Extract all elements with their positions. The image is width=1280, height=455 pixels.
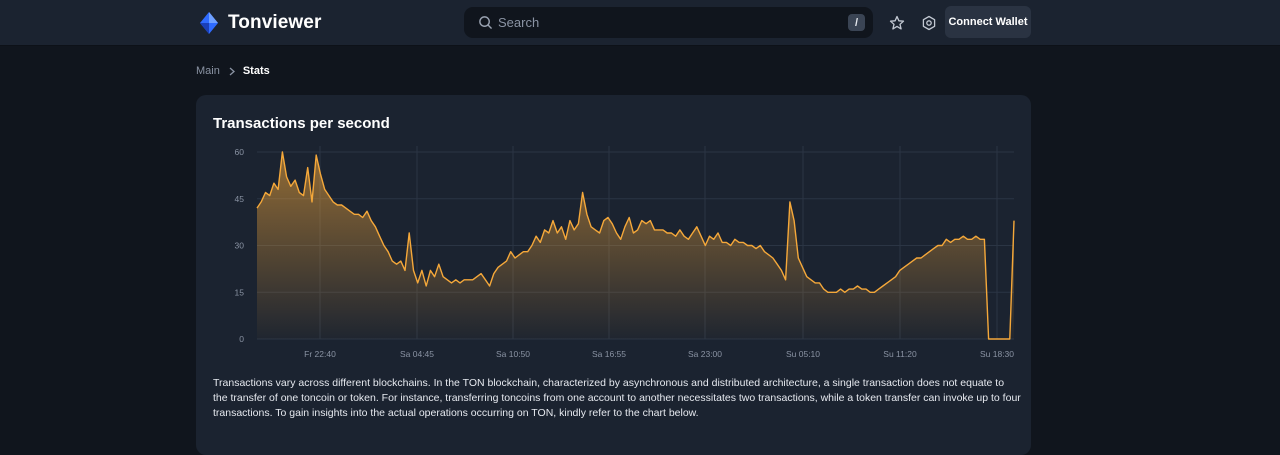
- gear-icon: [922, 15, 936, 31]
- tps-area-fill: [257, 152, 1014, 339]
- y-tick-label: 0: [239, 334, 244, 344]
- favorites-button[interactable]: [886, 12, 908, 34]
- star-icon: [889, 15, 905, 30]
- brand-logo[interactable]: Tonviewer: [200, 11, 321, 35]
- x-tick-label: Fr 22:40: [304, 349, 336, 359]
- top-bar: Tonviewer / Connect Wallet: [0, 0, 1280, 46]
- y-tick-label: 30: [235, 241, 245, 251]
- x-tick-label: Su 11:20: [883, 349, 917, 359]
- card-description: Transactions vary across different block…: [213, 377, 1021, 419]
- tps-card: Transactions per second 0 15 30 45 60 Fr 22:4…: [196, 95, 1031, 455]
- x-tick-label: Sa 10:50: [496, 349, 530, 359]
- x-tick-label: Su 05:10: [786, 349, 820, 359]
- y-tick-label: 45: [235, 194, 245, 204]
- x-tick-label: Sa 23:00: [688, 349, 722, 359]
- tonviewer-logo-icon: [200, 12, 218, 34]
- tps-chart: 0 15 30 45 60 Fr 22:40 Sa 04:45 Sa 10:50 Sa 16:5…: [235, 146, 1015, 359]
- search-shortcut-badge: /: [848, 14, 865, 31]
- search-box[interactable]: /: [464, 7, 873, 38]
- search-icon: [479, 16, 492, 29]
- breadcrumb-main-link[interactable]: Main: [196, 65, 220, 77]
- y-tick-label: 15: [235, 287, 245, 297]
- x-tick-label: Sa 04:45: [400, 349, 434, 359]
- x-tick-label: Sa 16:55: [592, 349, 626, 359]
- breadcrumb: Main Stats: [196, 64, 270, 78]
- chevron-right-icon: [229, 67, 235, 76]
- search-input[interactable]: [498, 7, 798, 38]
- card-title: Transactions per second: [213, 115, 390, 132]
- y-tick-label: 60: [235, 147, 245, 157]
- x-tick-label: Su 18:30: [980, 349, 1014, 359]
- breadcrumb-current: Stats: [242, 65, 270, 77]
- brand-name: Tonviewer: [228, 12, 322, 33]
- connect-wallet-button[interactable]: Connect Wallet: [945, 6, 1031, 38]
- tps-series-line: [256, 151, 1015, 340]
- settings-button[interactable]: [918, 12, 940, 34]
